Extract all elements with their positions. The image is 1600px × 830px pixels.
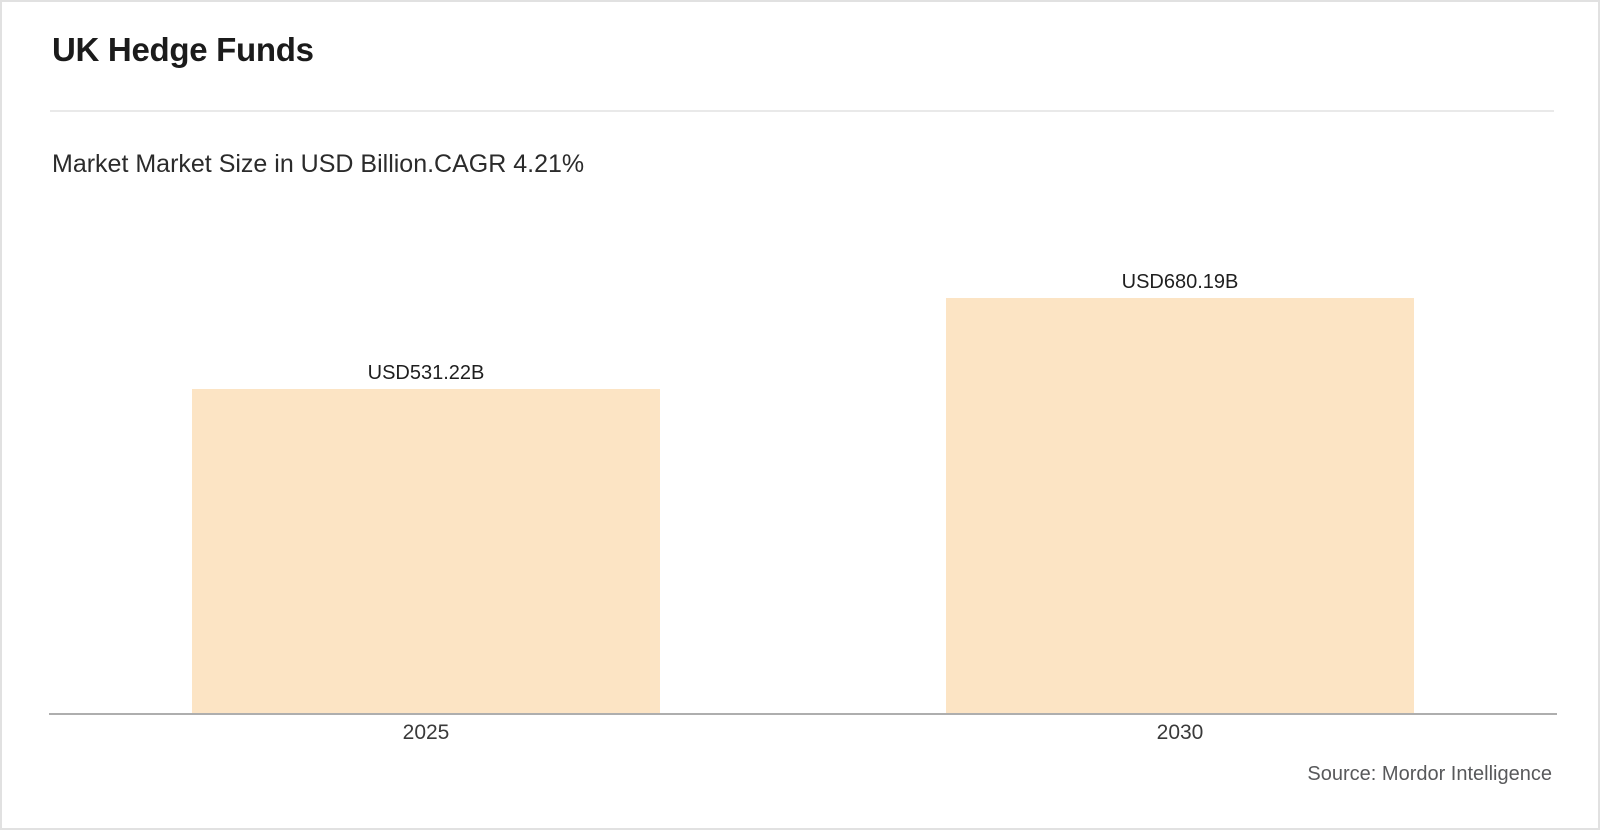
bar-chart: USD531.22B USD680.19B xyxy=(49,252,1557,713)
chart-title: UK Hedge Funds xyxy=(52,31,314,68)
header-divider xyxy=(50,110,1554,112)
chart-subtitle: Market Market Size in USD Billion.CAGR 4… xyxy=(52,150,585,178)
x-axis-ticks: 2025 2030 xyxy=(49,721,1557,745)
bar-value-label-2025: USD531.22B xyxy=(367,362,485,384)
x-axis-line xyxy=(49,713,1557,715)
bar-value-label-2030: USD680.19B xyxy=(1121,271,1239,293)
x-axis-tick-2025: 2025 xyxy=(402,721,450,744)
x-axis-tick-2030: 2030 xyxy=(1156,721,1204,744)
bar-group-2030: USD680.19B xyxy=(803,252,1557,713)
source-attribution: Source: Mordor Intelligence xyxy=(1307,763,1552,785)
bar-2030[interactable] xyxy=(946,298,1414,713)
bar-group-2025: USD531.22B xyxy=(49,252,803,713)
bar-2025[interactable] xyxy=(192,389,660,713)
